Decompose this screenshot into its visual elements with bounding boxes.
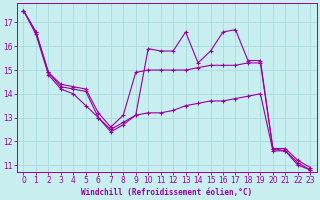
X-axis label: Windchill (Refroidissement éolien,°C): Windchill (Refroidissement éolien,°C): [81, 188, 252, 197]
